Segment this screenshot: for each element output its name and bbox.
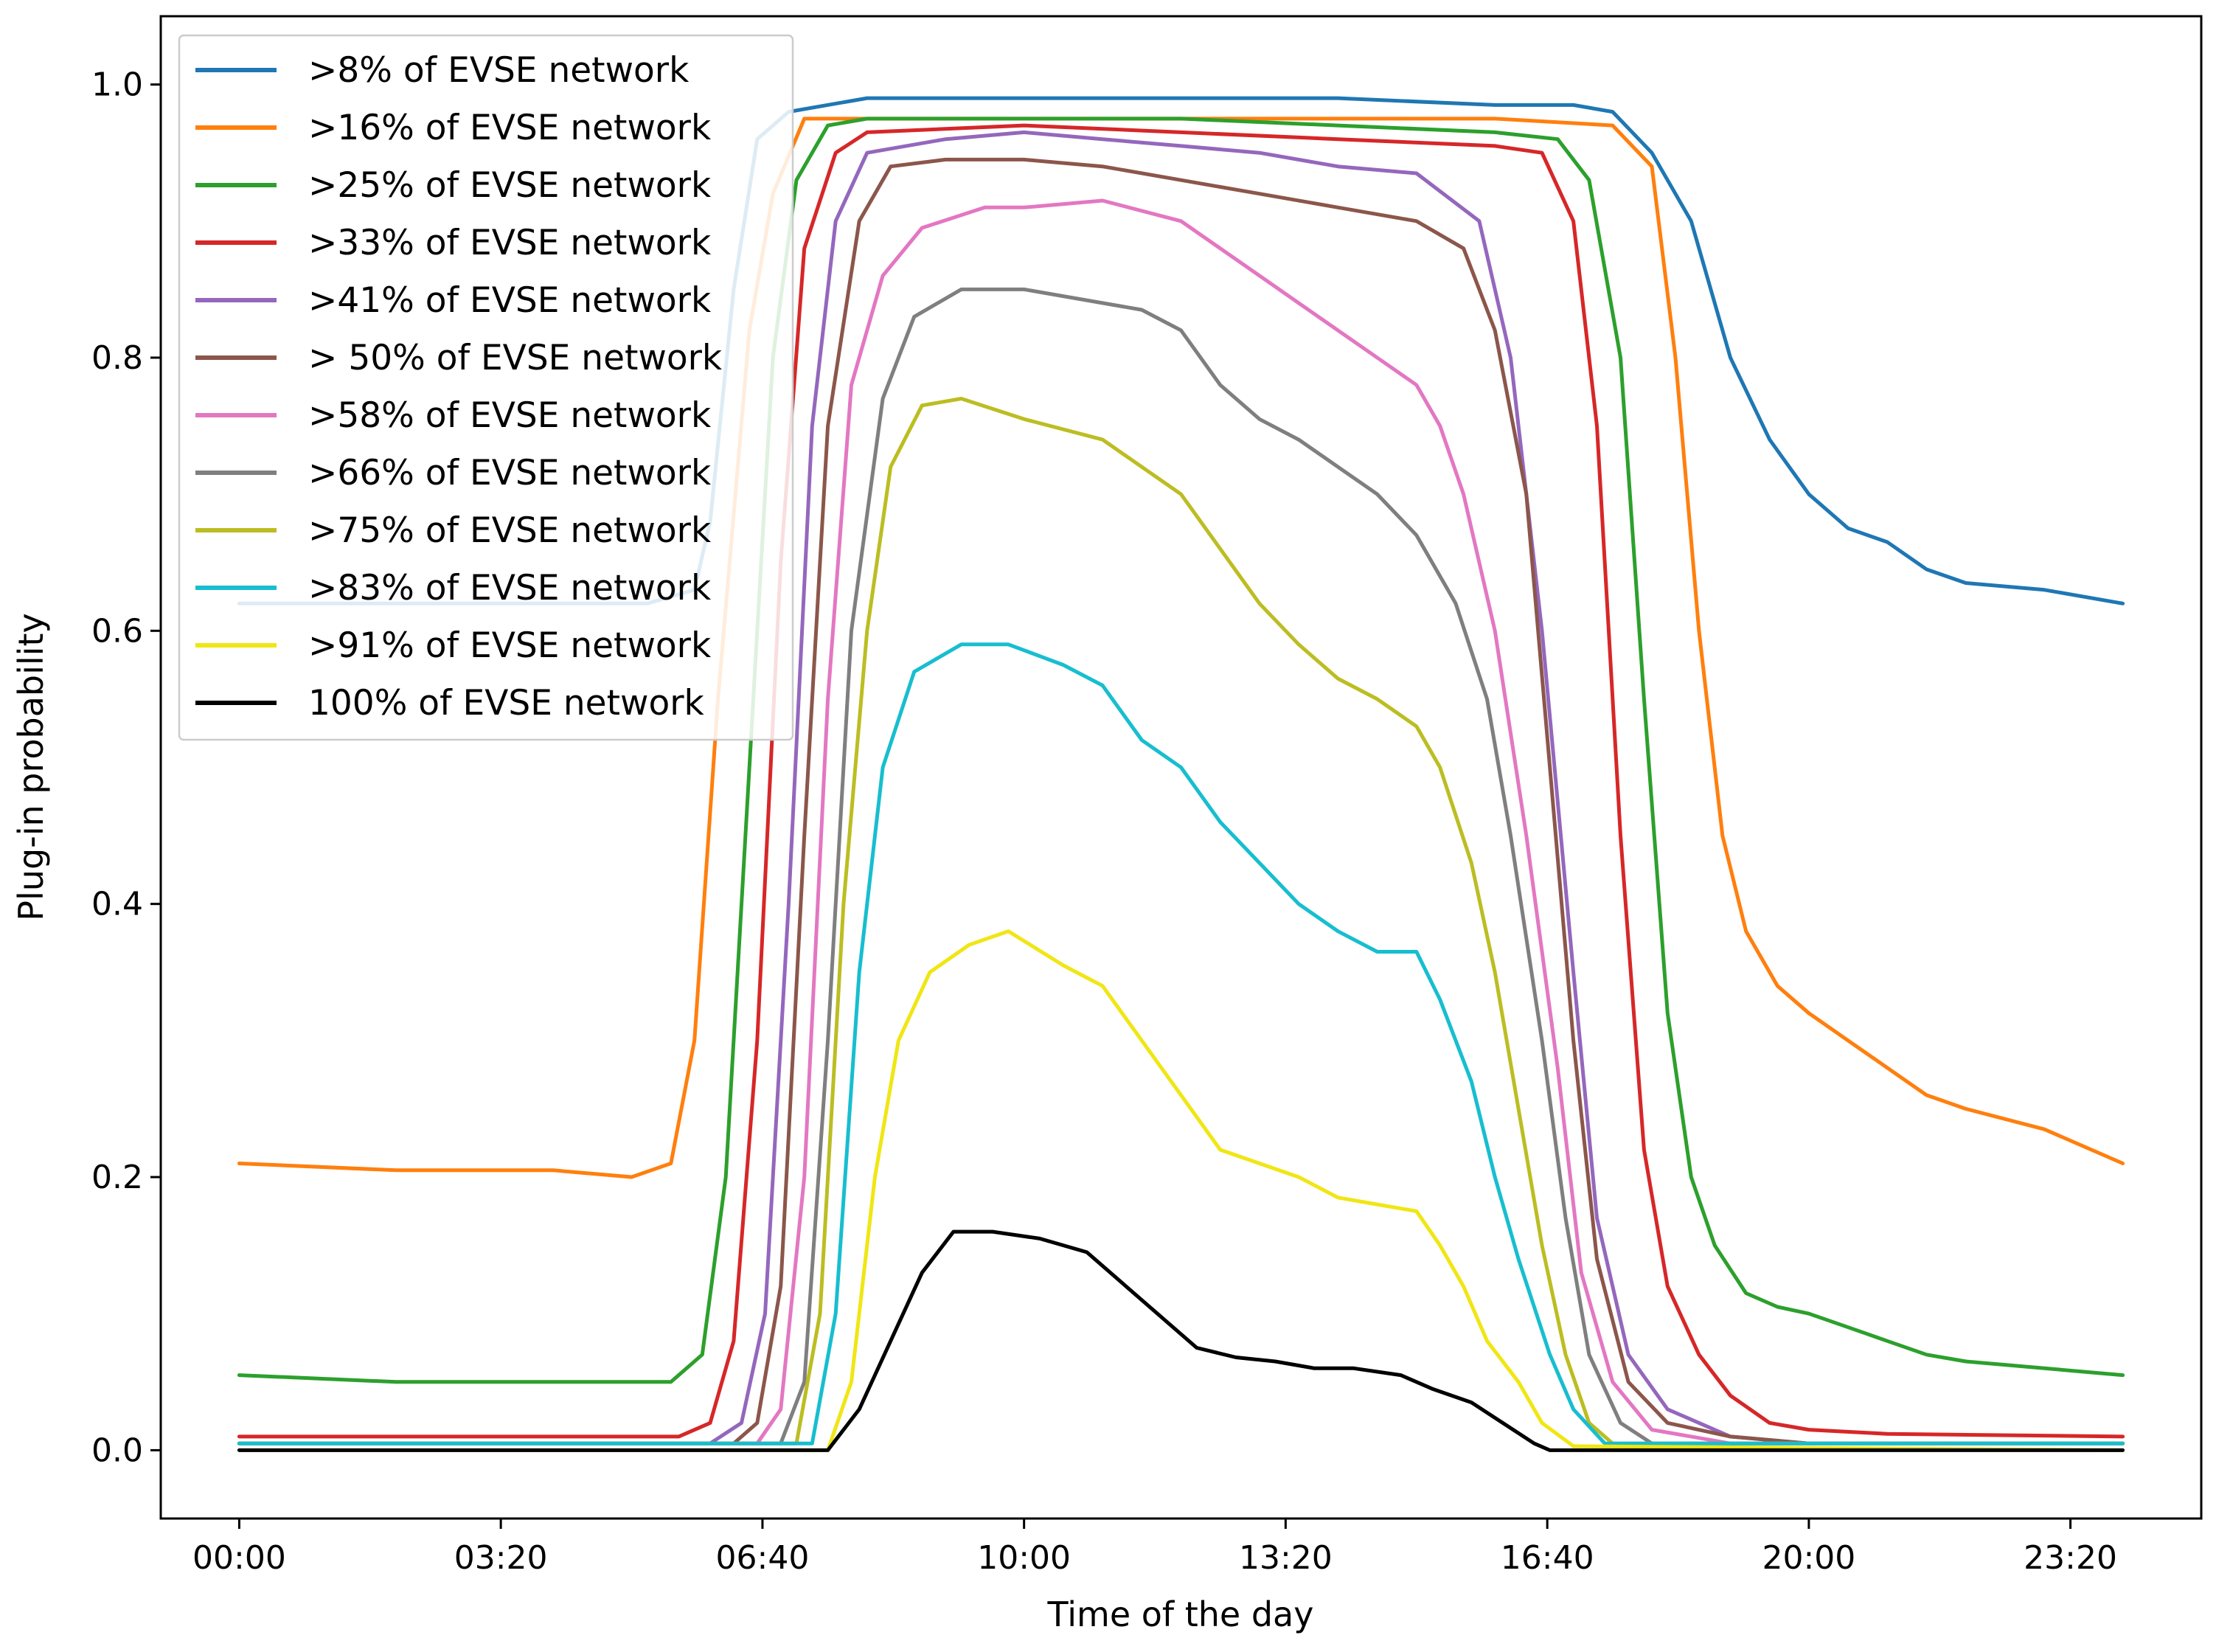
- series-line-8: [237, 287, 2125, 1446]
- y-tick-label-4: 0.6: [91, 612, 143, 650]
- y-tick-label-6: 1.0: [91, 66, 143, 104]
- legend-label-4: >33% of EVSE network: [308, 223, 712, 263]
- y-tick-label-3: 0.4: [91, 886, 143, 923]
- legend-box: [178, 34, 794, 741]
- y-tick-label-1: 0.0: [91, 1431, 143, 1469]
- legend-label-8: >66% of EVSE network: [308, 453, 712, 493]
- series-line-2: [237, 117, 2125, 1179]
- series-line-11: [237, 929, 2125, 1452]
- legend-label-9: >75% of EVSE network: [308, 510, 712, 551]
- x-axis: 00:00 03:20 06:40 10:00 13:20 16:40 20:00 23:20: [192, 1519, 2117, 1577]
- y-axis: 0.0 0.2 0.4 0.6 0.8 1.0: [91, 66, 161, 1469]
- series-line-12: [237, 1229, 2125, 1452]
- series-line-10: [237, 642, 2125, 1446]
- legend-label-1: >8% of EVSE network: [308, 50, 690, 91]
- x-tick-label-8: 23:20: [2024, 1539, 2117, 1577]
- legend-label-2: >16% of EVSE network: [308, 108, 712, 148]
- series-line-9: [237, 397, 2125, 1446]
- series-layer: [237, 96, 2125, 1452]
- x-axis-label: Time of the day: [1047, 1594, 1314, 1634]
- legend: >8% of EVSE network >16% of EVSE network >…: [178, 34, 794, 741]
- x-tick-label-1: 00:00: [192, 1539, 286, 1577]
- series-line-5: [237, 130, 2125, 1446]
- x-tick-label-3: 06:40: [716, 1539, 810, 1577]
- x-tick-label-7: 20:00: [1762, 1539, 1855, 1577]
- legend-label-3: >25% of EVSE network: [308, 165, 712, 206]
- legend-label-7: >58% of EVSE network: [308, 395, 712, 436]
- x-tick-label-6: 16:40: [1501, 1539, 1594, 1577]
- y-tick-label-5: 0.8: [91, 339, 143, 377]
- plot-frame: [159, 15, 2203, 1520]
- y-tick-label-2: 0.2: [91, 1159, 143, 1196]
- x-tick-label-2: 03:20: [454, 1539, 548, 1577]
- series-line-4: [237, 123, 2125, 1439]
- legend-label-5: >41% of EVSE network: [308, 280, 712, 321]
- series-line-3: [237, 117, 2125, 1384]
- x-tick-label-4: 10:00: [977, 1539, 1071, 1577]
- legend-label-6: > 50% of EVSE network: [308, 338, 723, 378]
- series-line-6: [237, 157, 2125, 1446]
- y-axis-label: Plug-in probability: [11, 613, 51, 920]
- legend-label-10: >83% of EVSE network: [308, 568, 712, 608]
- legend-label-11: >91% of EVSE network: [308, 625, 712, 666]
- series-line-7: [237, 198, 2125, 1446]
- x-tick-label-5: 13:20: [1239, 1539, 1333, 1577]
- legend-label-12: 100% of EVSE network: [308, 683, 705, 723]
